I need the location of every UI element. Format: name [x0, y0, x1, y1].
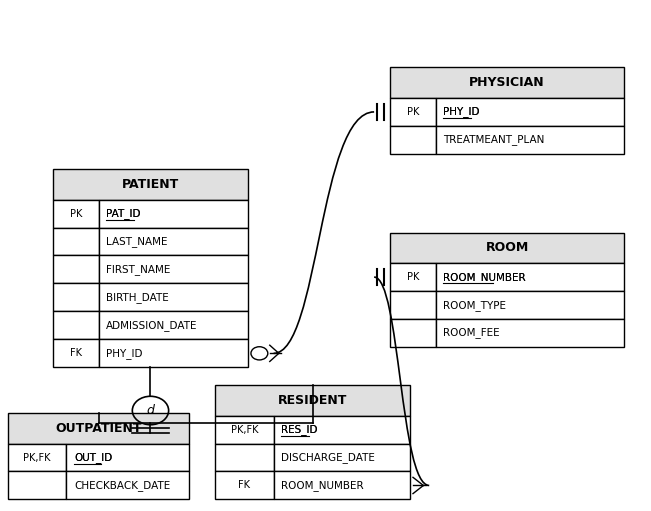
- Text: PK: PK: [70, 208, 82, 219]
- Text: PHY_ID: PHY_ID: [443, 106, 480, 118]
- Bar: [98, 339, 248, 367]
- Text: OUT_ID: OUT_ID: [74, 452, 112, 463]
- Text: FK: FK: [238, 480, 251, 491]
- Bar: [436, 126, 624, 154]
- Bar: [391, 233, 624, 263]
- Text: ROOM_FEE: ROOM_FEE: [443, 328, 500, 338]
- Text: BIRTH_DATE: BIRTH_DATE: [106, 292, 169, 303]
- Bar: [8, 444, 66, 472]
- Bar: [66, 472, 189, 499]
- Bar: [215, 415, 273, 444]
- Bar: [436, 319, 624, 347]
- Text: ROOM_NUMBER: ROOM_NUMBER: [443, 272, 526, 283]
- Bar: [391, 263, 436, 291]
- Text: CHECKBACK_DATE: CHECKBACK_DATE: [74, 480, 171, 491]
- Bar: [53, 311, 98, 339]
- Bar: [436, 291, 624, 319]
- Bar: [215, 472, 273, 499]
- Text: PK: PK: [407, 107, 419, 117]
- Bar: [8, 413, 189, 444]
- Bar: [98, 227, 248, 256]
- Bar: [98, 311, 248, 339]
- Text: ADMISSION_DATE: ADMISSION_DATE: [106, 320, 198, 331]
- Bar: [391, 291, 436, 319]
- Text: RES_ID: RES_ID: [281, 424, 318, 435]
- Text: PK,FK: PK,FK: [230, 425, 258, 434]
- Text: PAT_ID: PAT_ID: [106, 208, 141, 219]
- Bar: [391, 67, 624, 98]
- Text: RESIDENT: RESIDENT: [278, 394, 347, 407]
- Text: PK: PK: [407, 272, 419, 282]
- Text: OUTPATIENT: OUTPATIENT: [55, 422, 142, 435]
- Text: LAST_NAME: LAST_NAME: [106, 236, 168, 247]
- Text: PK,FK: PK,FK: [23, 453, 51, 462]
- Bar: [436, 98, 624, 126]
- Bar: [391, 98, 436, 126]
- Bar: [98, 284, 248, 311]
- Text: d: d: [146, 404, 154, 417]
- Bar: [66, 444, 189, 472]
- Text: FIRST_NAME: FIRST_NAME: [106, 264, 171, 275]
- Bar: [98, 200, 248, 227]
- Text: ROOM_NUMBER: ROOM_NUMBER: [281, 480, 364, 491]
- Bar: [273, 444, 409, 472]
- Bar: [53, 339, 98, 367]
- Text: OUT_ID: OUT_ID: [74, 452, 112, 463]
- Text: PATIENT: PATIENT: [122, 178, 179, 191]
- Text: RES_ID: RES_ID: [281, 424, 318, 435]
- Bar: [391, 126, 436, 154]
- Bar: [215, 385, 409, 415]
- Bar: [53, 227, 98, 256]
- Text: ROOM_TYPE: ROOM_TYPE: [443, 299, 506, 311]
- Text: PAT_ID: PAT_ID: [106, 208, 141, 219]
- Bar: [53, 169, 248, 200]
- Bar: [273, 415, 409, 444]
- Text: ROOM_NUMBER: ROOM_NUMBER: [443, 272, 526, 283]
- Bar: [98, 256, 248, 284]
- Text: PHY_ID: PHY_ID: [106, 348, 143, 359]
- Bar: [215, 444, 273, 472]
- Text: PHYSICIAN: PHYSICIAN: [469, 76, 545, 89]
- Bar: [273, 472, 409, 499]
- Text: FK: FK: [70, 349, 82, 358]
- Bar: [53, 284, 98, 311]
- Text: TREATMEANT_PLAN: TREATMEANT_PLAN: [443, 134, 545, 145]
- Text: DISCHARGE_DATE: DISCHARGE_DATE: [281, 452, 375, 463]
- Text: ROOM: ROOM: [486, 241, 529, 254]
- Text: PHY_ID: PHY_ID: [443, 106, 480, 118]
- Bar: [53, 256, 98, 284]
- Bar: [436, 263, 624, 291]
- Bar: [8, 472, 66, 499]
- Bar: [391, 319, 436, 347]
- Bar: [53, 200, 98, 227]
